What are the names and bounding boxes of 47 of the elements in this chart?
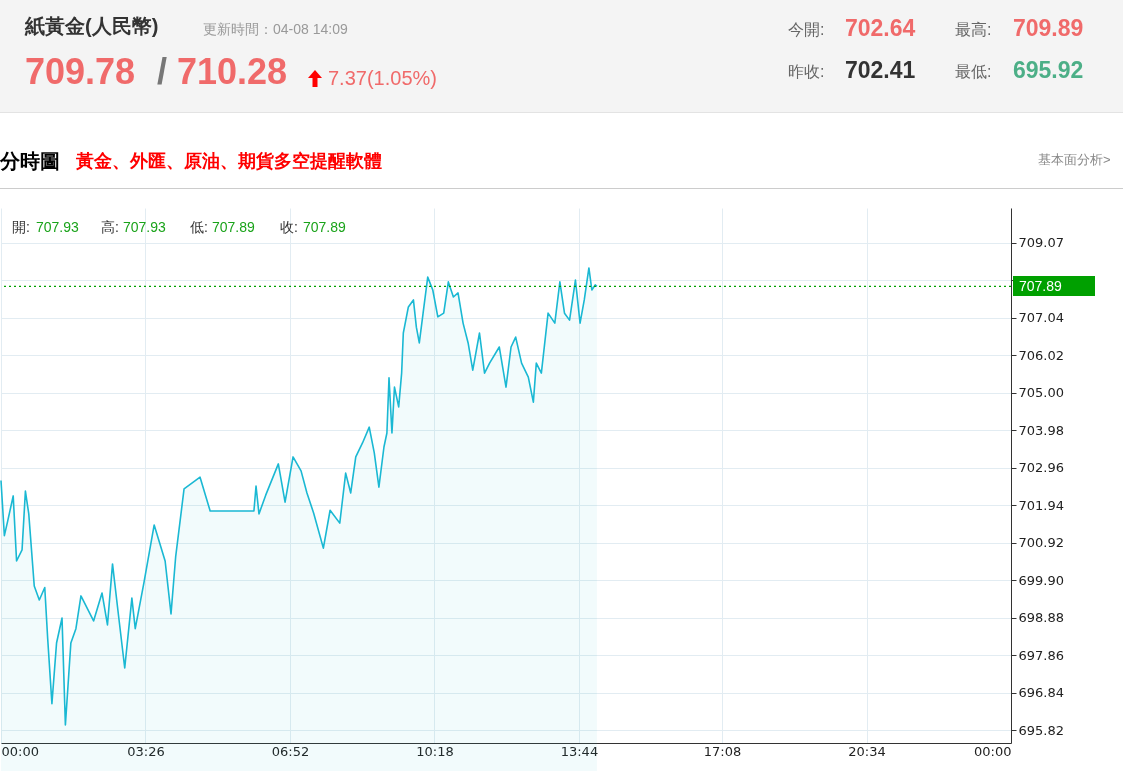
text: 710.28	[177, 51, 288, 92]
y-tick-label: 699.90	[1018, 572, 1064, 588]
text: 7.37(1.05%)	[328, 67, 437, 89]
text: 昨收:	[788, 63, 825, 80]
text: 最高:	[955, 21, 992, 38]
annotation: 高:	[101, 219, 119, 235]
y-tick-label: 707.04	[1018, 310, 1064, 326]
y-tick-label: 700.92	[1018, 535, 1064, 551]
text: 最低:	[955, 63, 992, 80]
y-tick-label: 701.94	[1018, 497, 1064, 513]
x-tick-label: 06:52	[271, 743, 310, 759]
annotation: 收:	[280, 219, 298, 235]
y-tick-label: 709.07	[1018, 235, 1064, 251]
y-tick-label: 697.86	[1018, 647, 1064, 663]
text: 702.64	[845, 15, 916, 41]
annotation: 707.89	[303, 219, 346, 235]
x-tick-label: 17:08	[703, 743, 742, 759]
text: 基本面分析>	[1038, 152, 1111, 167]
x-tick-label: 03:26	[127, 743, 165, 759]
x-tick-label: 00:00	[974, 743, 1012, 759]
text: 695.92	[1013, 57, 1084, 83]
x-tick-label: 00:00	[1, 743, 39, 759]
chart-subtitle: 更新時間：04-08 14:09	[203, 21, 348, 37]
text: 709.78	[25, 51, 136, 92]
annotation: 707.89	[212, 219, 255, 235]
y-tick-label: 706.02	[1018, 347, 1064, 363]
y-tick-label: 705.00	[1018, 385, 1064, 401]
text: 702.41	[845, 57, 916, 83]
text: 今開:	[788, 21, 825, 38]
text: /	[157, 51, 168, 92]
ref-line-label: 707.89	[1013, 276, 1095, 297]
text: 709.89	[1013, 15, 1084, 41]
x-tick-label: 13:44	[560, 743, 599, 759]
chart-title: 紙黃金(人民幣)	[25, 15, 159, 37]
annotation: 低:	[190, 219, 208, 235]
text: 分時圖	[0, 150, 60, 172]
y-tick-label: 698.88	[1018, 610, 1064, 626]
y-tick-label: 696.84	[1018, 685, 1064, 701]
y-tick-label: 695.82	[1018, 722, 1064, 738]
x-tick-label: 10:18	[416, 743, 454, 759]
annotation: 707.93	[36, 219, 79, 235]
annotation: 707.93	[123, 219, 166, 235]
x-tick-label: 20:34	[848, 743, 886, 759]
y-tick-label: 702.96	[1018, 460, 1064, 476]
text: 黃金、外匯、原油、期貨多空提醒軟體	[76, 151, 382, 171]
y-tick-label: 703.98	[1018, 422, 1064, 438]
annotation: 開:	[12, 219, 30, 235]
